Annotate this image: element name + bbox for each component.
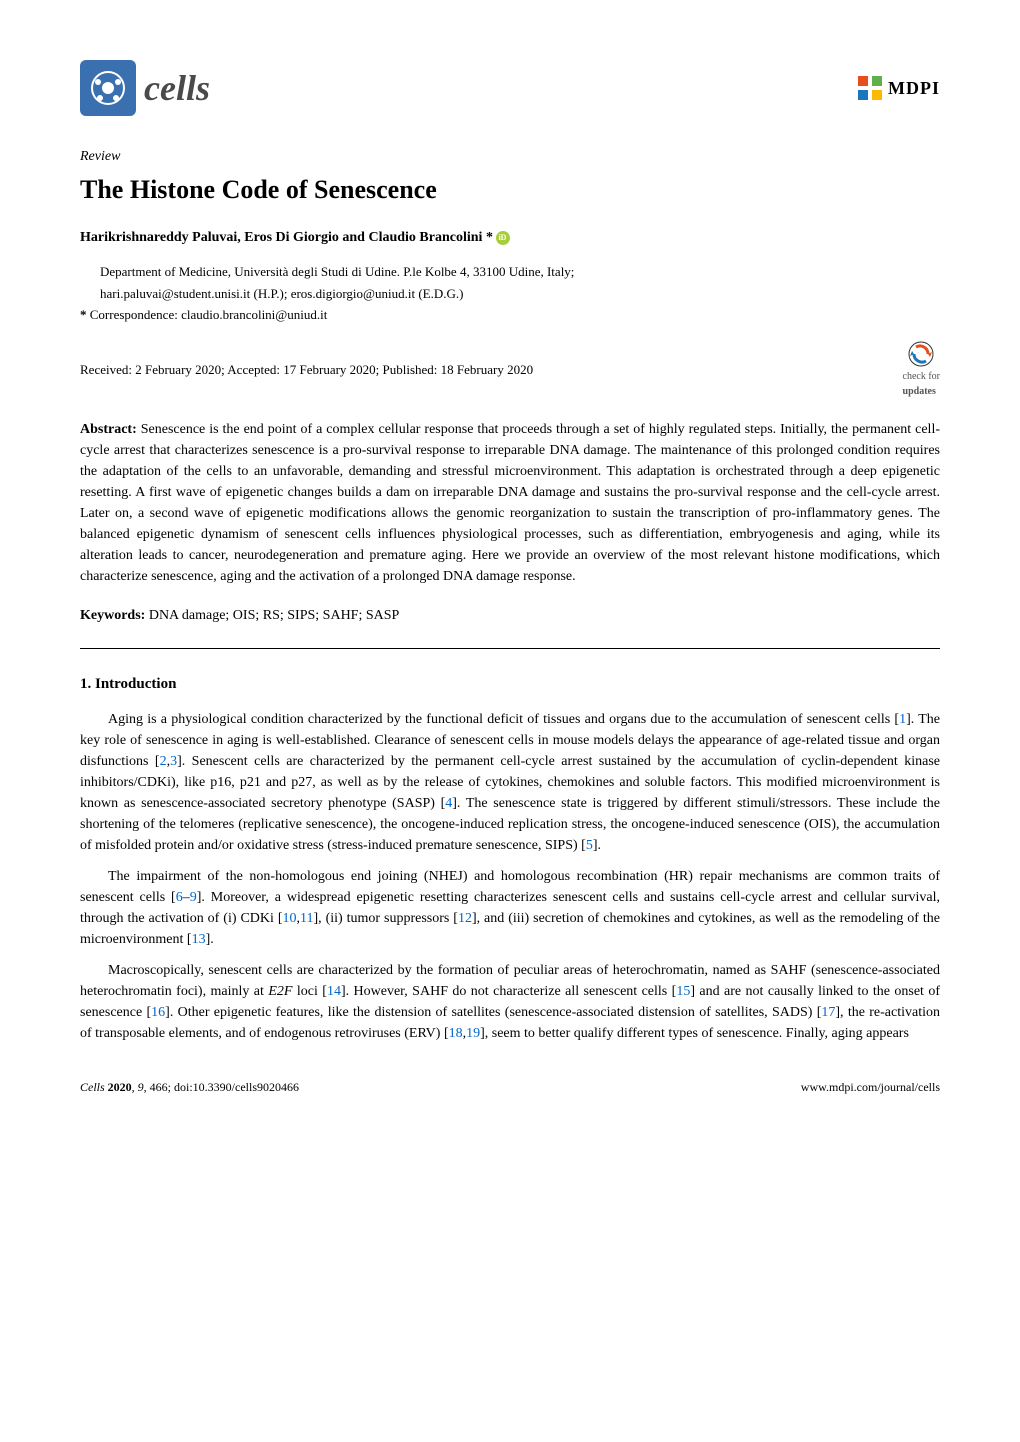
ref-16[interactable]: 16 xyxy=(151,1005,165,1020)
para-3: Macroscopically, senescent cells are cha… xyxy=(80,960,940,1044)
gene-e2f: E2F xyxy=(268,984,292,999)
text: loci [ xyxy=(292,984,327,999)
journal-logo-block: cells xyxy=(80,60,210,116)
dates-row: Received: 2 February 2020; Accepted: 17 … xyxy=(80,341,940,399)
text: ], seem to better qualify different type… xyxy=(480,1026,909,1041)
ref-6[interactable]: 6 xyxy=(176,890,183,905)
ref-17[interactable]: 17 xyxy=(821,1005,835,1020)
text: ]. xyxy=(593,838,601,853)
section-heading-1: 1. Introduction xyxy=(80,673,940,696)
correspondence-star: * xyxy=(80,307,87,322)
ref-15[interactable]: 15 xyxy=(676,984,690,999)
ref-3[interactable]: 3 xyxy=(170,754,177,769)
publisher-logo: MDPI xyxy=(856,74,940,102)
mdpi-icon xyxy=(856,74,884,102)
keywords-label: Keywords: xyxy=(80,608,145,623)
article-type: Review xyxy=(80,146,940,167)
keywords: Keywords: DNA damage; OIS; RS; SIPS; SAH… xyxy=(80,605,940,626)
ref-2[interactable]: 2 xyxy=(160,754,167,769)
text: ]. However, SAHF do not characterize all… xyxy=(341,984,676,999)
footer-citation: Cells 2020, 9, 466; doi:10.3390/cells902… xyxy=(80,1078,299,1096)
separator xyxy=(80,648,940,649)
journal-logo-icon xyxy=(80,60,136,116)
para-2: The impairment of the non-homologous end… xyxy=(80,866,940,950)
text: Aging is a physiological condition chara… xyxy=(108,712,899,727)
journal-name: cells xyxy=(144,61,210,115)
authors-text: Harikrishnareddy Paluvai, Eros Di Giorgi… xyxy=(80,230,493,245)
footer-issue: , 9 xyxy=(132,1080,144,1094)
footer-journal: Cells xyxy=(80,1080,105,1094)
affiliation-line1: Department of Medicine, Università degli… xyxy=(100,262,940,282)
orcid-icon[interactable] xyxy=(496,231,510,245)
text: ]. xyxy=(206,932,214,947)
ref-12[interactable]: 12 xyxy=(458,911,472,926)
ref-18[interactable]: 18 xyxy=(449,1026,463,1041)
ref-11[interactable]: 11 xyxy=(300,911,313,926)
check-updates-label: check forupdates xyxy=(903,369,940,399)
text: ], (ii) tumor suppressors [ xyxy=(313,911,457,926)
abstract: Abstract: Senescence is the end point of… xyxy=(80,419,940,587)
correspondence: * Correspondence: claudio.brancolini@uni… xyxy=(80,305,940,325)
check-updates-icon xyxy=(908,341,934,367)
ref-5[interactable]: 5 xyxy=(586,838,593,853)
check-updates-badge[interactable]: check forupdates xyxy=(903,341,940,399)
para-1: Aging is a physiological condition chara… xyxy=(80,709,940,856)
abstract-text: Senescence is the end point of a complex… xyxy=(80,422,940,584)
footer-page: , 466; doi:10.3390/cells9020466 xyxy=(144,1080,299,1094)
correspondence-text: Correspondence: claudio.brancolini@uniud… xyxy=(90,307,328,322)
footer: Cells 2020, 9, 466; doi:10.3390/cells902… xyxy=(80,1078,940,1096)
ref-13[interactable]: 13 xyxy=(192,932,206,947)
article-title: The Histone Code of Senescence xyxy=(80,170,940,209)
abstract-label: Abstract: xyxy=(80,422,137,437)
authors: Harikrishnareddy Paluvai, Eros Di Giorgi… xyxy=(80,227,940,248)
affiliation-line2: hari.paluvai@student.unisi.it (H.P.); er… xyxy=(100,284,940,304)
ref-9[interactable]: 9 xyxy=(190,890,197,905)
footer-url[interactable]: www.mdpi.com/journal/cells xyxy=(801,1078,940,1096)
keywords-text: DNA damage; OIS; RS; SIPS; SAHF; SASP xyxy=(149,608,400,623)
header-row: cells MDPI xyxy=(80,60,940,116)
ref-10[interactable]: 10 xyxy=(283,911,297,926)
text: ]. Other epigenetic features, like the d… xyxy=(165,1005,821,1020)
ref-14[interactable]: 14 xyxy=(327,984,341,999)
publisher-name: MDPI xyxy=(888,75,940,102)
footer-year: 2020 xyxy=(108,1080,132,1094)
ref-19[interactable]: 19 xyxy=(466,1026,480,1041)
dates-text: Received: 2 February 2020; Accepted: 17 … xyxy=(80,360,533,380)
